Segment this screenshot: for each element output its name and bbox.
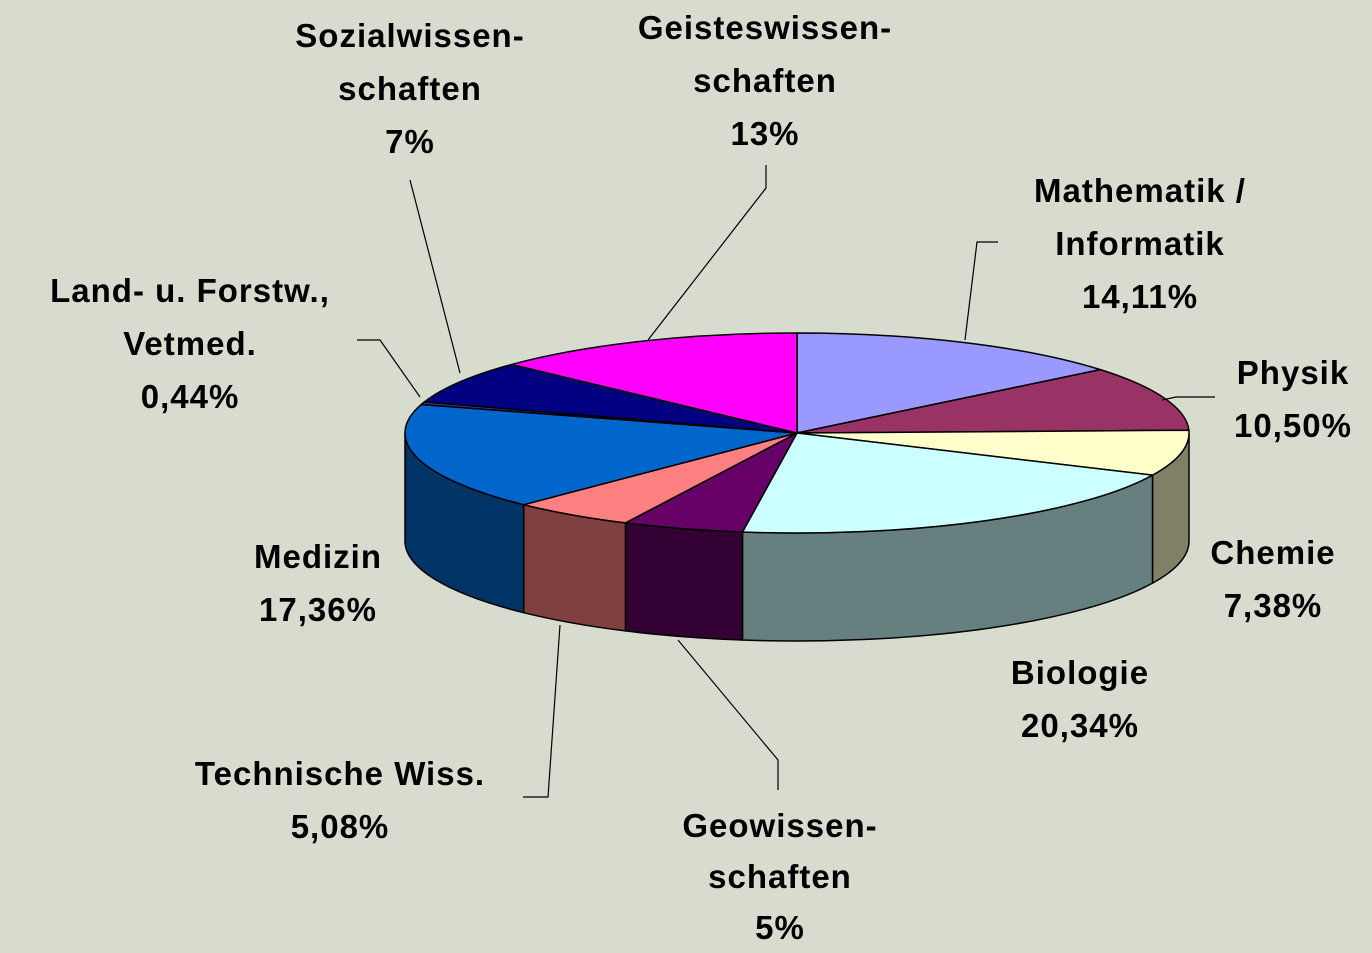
slice-label: Geowissen- schaften 5% xyxy=(682,800,877,953)
value-label: 0,44% xyxy=(140,378,240,415)
category-name: Physik xyxy=(1236,354,1350,391)
slice xyxy=(796,368,1190,434)
category-name: Medizin xyxy=(254,538,382,575)
value-label: 13% xyxy=(730,115,800,152)
leader-line xyxy=(677,639,779,790)
value-label: 5,08% xyxy=(290,808,390,845)
slice-label: Geisteswissen- schaften 13% xyxy=(638,1,892,160)
slice xyxy=(404,403,798,506)
leader-line xyxy=(409,179,461,374)
value-label: 7,38% xyxy=(1223,587,1323,624)
slice-label: Medizin 17,36% xyxy=(254,530,382,636)
slice-label: Physik 10,50% xyxy=(1234,346,1352,452)
category-name: Land- u. Forstw., Vetmed. xyxy=(50,272,330,362)
slice xyxy=(422,363,798,434)
category-name: Sozialwissen- schaften xyxy=(295,17,525,107)
slice xyxy=(741,432,1155,534)
slice-label: Mathematik / Informatik 14,11% xyxy=(1034,164,1246,323)
value-label: 17,36% xyxy=(259,591,377,628)
leader-line xyxy=(964,241,998,341)
category-name: Chemie xyxy=(1210,534,1336,571)
leader-line xyxy=(1161,396,1215,401)
category-name: Biologie xyxy=(1010,654,1150,691)
slice xyxy=(511,332,798,434)
category-name: Geowissen- schaften xyxy=(682,807,878,895)
slice-label: Land- u. Forstw., Vetmed. 0,44% xyxy=(50,264,330,423)
leader-lines xyxy=(357,165,1215,798)
value-label: 20,34% xyxy=(1021,707,1139,744)
category-name: Geisteswissen- schaften xyxy=(637,9,893,99)
value-label: 7% xyxy=(385,123,435,160)
leader-line xyxy=(357,339,421,398)
category-name: Mathematik / Informatik xyxy=(1034,172,1246,262)
value-label: 10,50% xyxy=(1234,407,1352,444)
slice-side xyxy=(522,503,627,632)
slice xyxy=(796,429,1190,476)
slice-label: Technische Wiss. 5,08% xyxy=(195,747,485,853)
slice-label: Sozialwissen- schaften 7% xyxy=(295,9,524,168)
category-name: Technische Wiss. xyxy=(194,755,486,792)
value-label: 14,11% xyxy=(1081,278,1199,315)
value-label: 5% xyxy=(755,909,805,946)
slice-label: Chemie 7,38% xyxy=(1210,526,1335,632)
leader-line xyxy=(647,165,767,341)
slice xyxy=(796,332,1104,434)
leader-line xyxy=(523,624,561,798)
slice-side xyxy=(624,522,744,641)
slice-label: Biologie 20,34% xyxy=(1011,646,1149,752)
